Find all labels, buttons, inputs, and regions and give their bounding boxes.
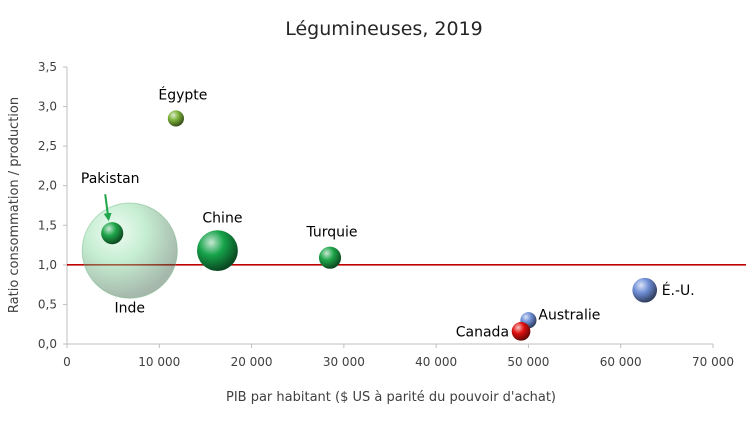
- data-label-4: Chine: [202, 211, 242, 227]
- bubble-6: [632, 277, 658, 303]
- x-tick-label: 50 000: [507, 355, 549, 369]
- data-label-5: Turquie: [305, 225, 357, 241]
- bubble-5: [318, 246, 342, 269]
- bubble-8: [511, 321, 531, 341]
- y-tick-label: 1,0: [38, 258, 57, 272]
- data-label-6: É.-U.: [662, 282, 695, 299]
- data-label-3: Égypte: [158, 86, 207, 103]
- y-tick-label: 3,5: [38, 60, 57, 74]
- y-axis-label: Ratio consommation / production: [7, 97, 22, 313]
- x-tick-label: 0: [63, 355, 71, 369]
- x-tick-label: 20 000: [231, 355, 273, 369]
- y-tick-label: 0,5: [38, 297, 57, 311]
- chart-title: Légumineuses, 2019: [285, 18, 483, 40]
- pakistan-arrow: [103, 194, 112, 222]
- x-axis-label: PIB par habitant ($ US à parité du pouvo…: [226, 390, 556, 405]
- y-tick-label: 2,0: [38, 179, 57, 193]
- y-tick-label: 3,0: [38, 100, 57, 114]
- data-label-2: Pakistan: [81, 171, 140, 187]
- data-label-1: Inde: [114, 301, 145, 317]
- y-tick-label: 2,5: [38, 139, 57, 153]
- axes: 0,0 0,5 1,0 1,5 2,0 2,5 3,0 3,5 0 10 000 20 000 30 …: [38, 60, 746, 369]
- x-tick-label: 10 000: [138, 355, 180, 369]
- x-tick-label: 40 000: [415, 355, 457, 369]
- bubbles: [81, 110, 658, 341]
- data-label-8: Canada: [456, 324, 509, 340]
- x-tick-label: 70 000: [692, 355, 734, 369]
- data-labels: Inde Pakistan Égypte Chine Turquie É.-U. Austr…: [81, 86, 695, 340]
- bubble-2: [101, 222, 124, 245]
- y-tick-label: 0,0: [38, 337, 57, 351]
- x-tick-label: 60 000: [600, 355, 642, 369]
- bubble-3: [167, 110, 184, 127]
- bubble-4: [197, 230, 238, 272]
- data-label-7: Australie: [538, 307, 600, 323]
- bubble-1: [81, 202, 178, 299]
- x-tick-label: 30 000: [323, 355, 365, 369]
- y-tick-label: 1,5: [38, 218, 57, 232]
